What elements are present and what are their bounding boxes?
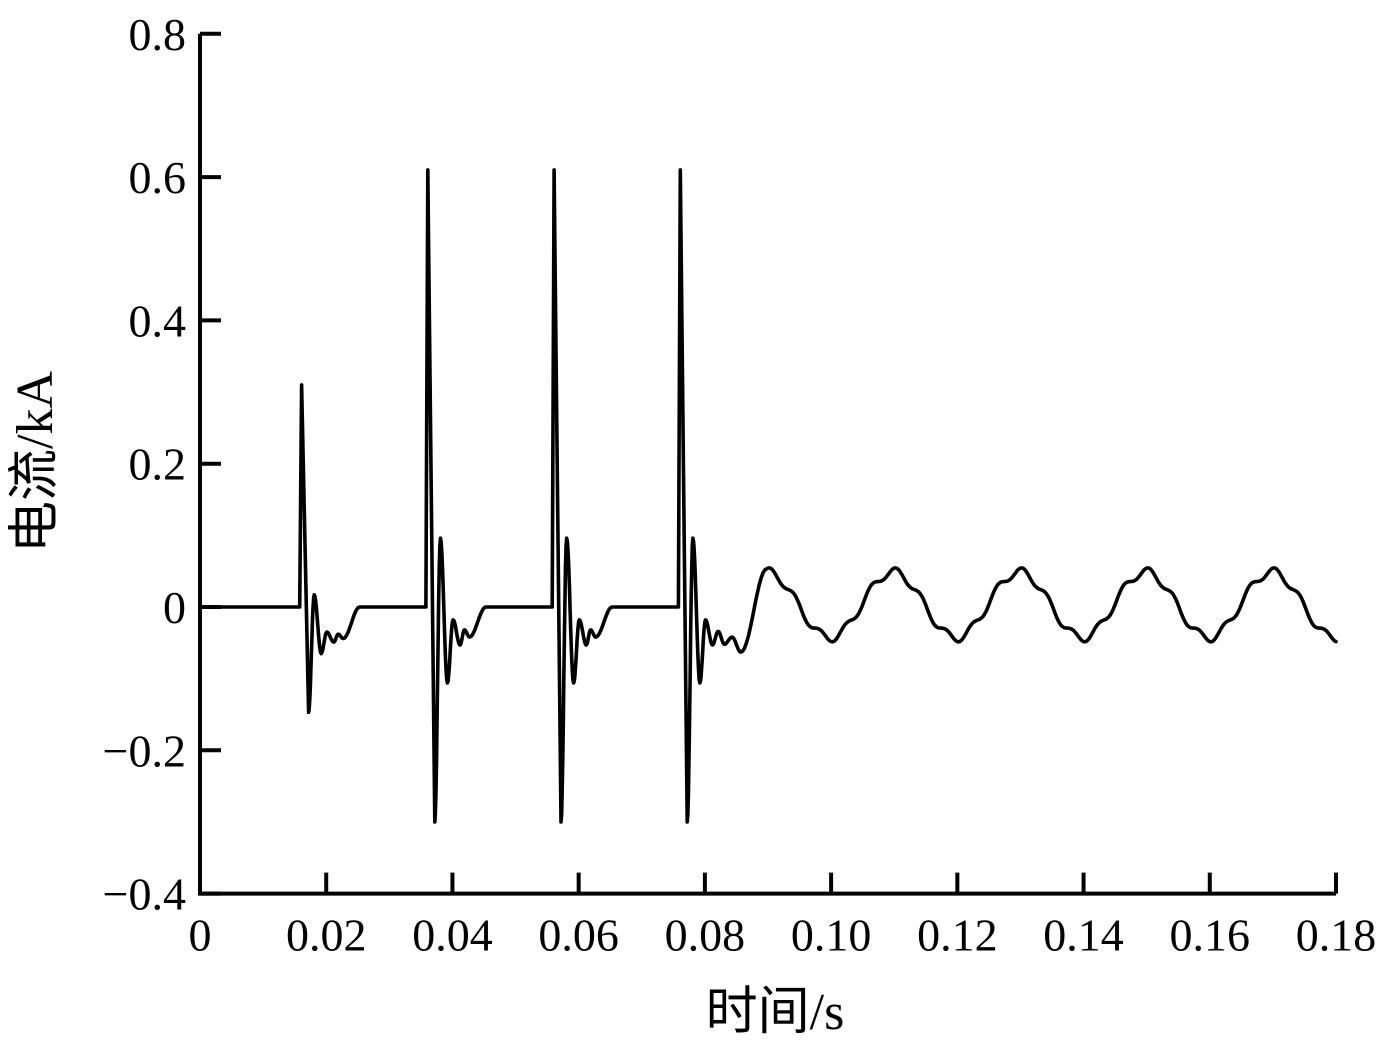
y-tick-label: 0.6 — [129, 152, 187, 203]
x-tick-label: 0.12 — [917, 910, 998, 961]
x-tick-label: 0.18 — [1296, 910, 1377, 961]
x-axis-title: 时间/s — [706, 984, 845, 1041]
axis-spines — [198, 33, 1336, 896]
x-tick-label: 0.02 — [286, 910, 367, 961]
x-tick-label: 0.16 — [1170, 910, 1251, 961]
y-axis-title: 电流/kA — [7, 371, 64, 553]
y-tick-label: −0.2 — [103, 725, 186, 776]
x-tick-label: 0.06 — [538, 910, 619, 961]
x-tick-label: 0 — [189, 910, 212, 961]
y-tick-label: −0.4 — [103, 869, 186, 920]
x-tick-label: 0.08 — [665, 910, 746, 961]
x-tick-label: 0.04 — [412, 910, 493, 961]
y-tick-label: 0 — [163, 582, 186, 633]
x-tick-label: 0.14 — [1043, 910, 1124, 961]
x-tick-label: 0.10 — [791, 910, 872, 961]
tick-labels: 0.80.60.40.20−0.2−0.40 0.02 0.04 0.06 0.08 0.… — [103, 9, 1377, 961]
y-tick-label: 0.4 — [129, 295, 187, 346]
current-waveform-line — [198, 168, 1338, 824]
y-tick-label: 0.8 — [129, 9, 187, 60]
axis-ticks — [198, 31, 1338, 896]
axes — [198, 33, 1336, 896]
y-tick-label: 0.2 — [129, 439, 187, 490]
